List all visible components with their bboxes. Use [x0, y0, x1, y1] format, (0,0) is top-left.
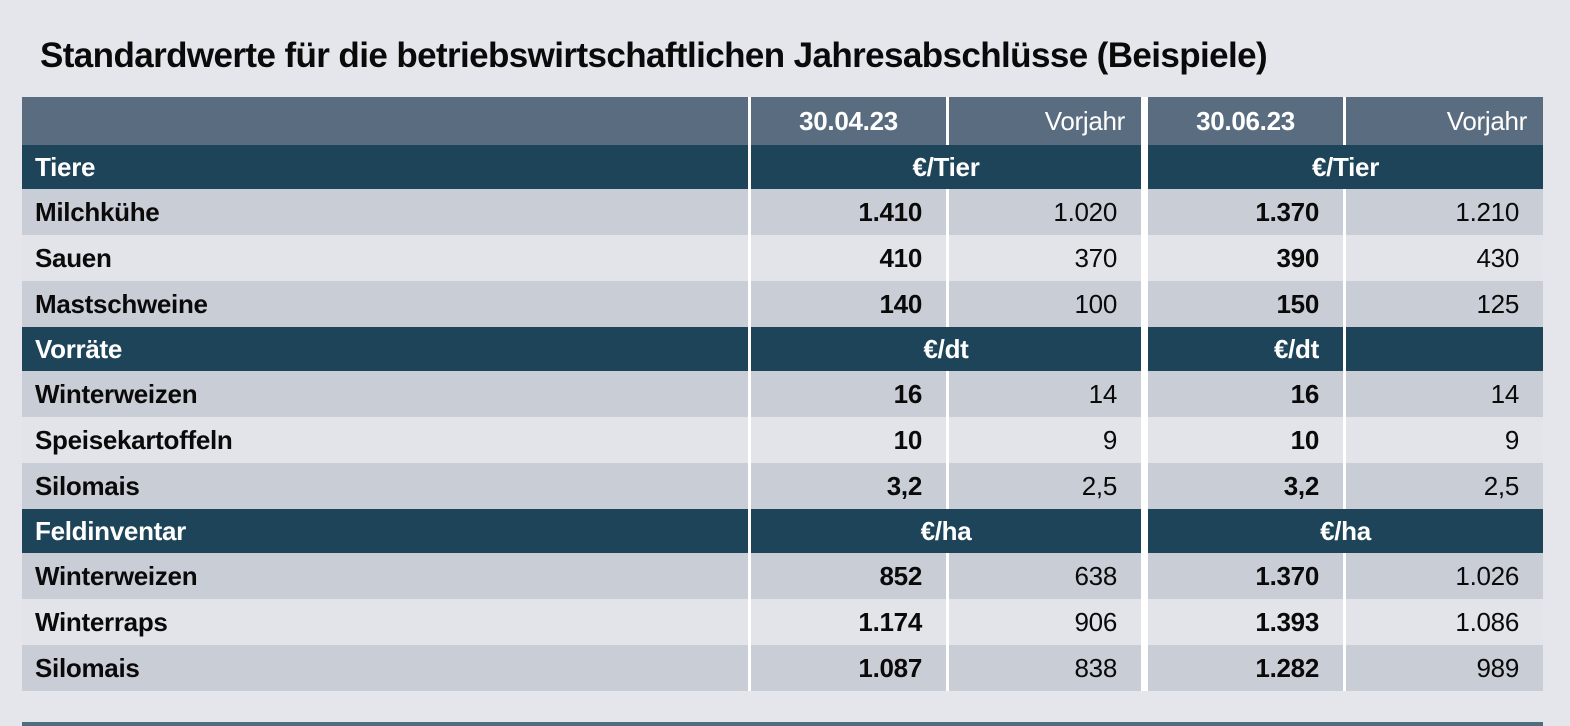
table-row-winterweizen-feld: Winterweizen 852 638 1.370 1.026 [22, 553, 1543, 599]
section-row-tiere: Tiere €/Tier €/Tier [22, 145, 1543, 189]
value-cell: 1.174 [751, 599, 946, 645]
table-row-winterraps: Winterraps 1.174 906 1.393 1.086 [22, 599, 1543, 645]
unit-cell: €/ha [1148, 509, 1543, 553]
row-label: Milchkühe [22, 189, 748, 235]
value-cell: 1.020 [949, 189, 1141, 235]
value-cell: 14 [949, 371, 1141, 417]
value-cell: 1.026 [1346, 553, 1543, 599]
section-row-vorraete: Vorräte €/dt €/dt [22, 327, 1543, 371]
value-cell: 1.087 [751, 645, 946, 691]
value-cell: 1.393 [1148, 599, 1343, 645]
unit-empty-cell [1346, 327, 1543, 371]
header-empty-cell [22, 97, 748, 145]
header-date-2: 30.06.23 [1148, 97, 1343, 145]
value-cell: 100 [949, 281, 1141, 327]
row-label: Speisekartoffeln [22, 417, 748, 463]
section-title: Feldinventar [22, 509, 748, 553]
value-cell: 16 [1148, 371, 1343, 417]
value-cell: 14 [1346, 371, 1543, 417]
section-row-feldinventar: Feldinventar €/ha €/ha [22, 509, 1543, 553]
value-cell: 2,5 [949, 463, 1141, 509]
table-row-milchkuehe: Milchkühe 1.410 1.020 1.370 1.210 [22, 189, 1543, 235]
row-label: Winterweizen [22, 553, 748, 599]
value-cell: 989 [1346, 645, 1543, 691]
value-cell: 1.370 [1148, 553, 1343, 599]
unit-cell: €/dt [751, 327, 1141, 371]
section-title: Tiere [22, 145, 748, 189]
header-vorjahr-2: Vorjahr [1346, 97, 1543, 145]
next-table-edge [22, 722, 1543, 726]
unit-cell: €/Tier [1148, 145, 1543, 189]
value-cell: 410 [751, 235, 946, 281]
value-cell: 9 [1346, 417, 1543, 463]
table-row-winterweizen-vorraete: Winterweizen 16 14 16 14 [22, 371, 1543, 417]
section-title: Vorräte [22, 327, 748, 371]
standards-table: 30.04.23 Vorjahr 30.06.23 Vorjahr Tiere … [22, 97, 1543, 691]
table-row-silomais-feld: Silomais 1.087 838 1.282 989 [22, 645, 1543, 691]
value-cell: 125 [1346, 281, 1543, 327]
value-cell: 10 [751, 417, 946, 463]
value-cell: 1.370 [1148, 189, 1343, 235]
value-cell: 16 [751, 371, 946, 417]
row-label: Silomais [22, 463, 748, 509]
value-cell: 838 [949, 645, 1141, 691]
value-cell: 3,2 [1148, 463, 1343, 509]
row-label: Winterweizen [22, 371, 748, 417]
value-cell: 140 [751, 281, 946, 327]
table-row-silomais-vorraete: Silomais 3,2 2,5 3,2 2,5 [22, 463, 1543, 509]
unit-cell: €/ha [751, 509, 1141, 553]
row-label: Winterraps [22, 599, 748, 645]
table-row-speisekartoffeln: Speisekartoffeln 10 9 10 9 [22, 417, 1543, 463]
value-cell: 906 [949, 599, 1141, 645]
value-cell: 150 [1148, 281, 1343, 327]
header-date-1: 30.04.23 [751, 97, 946, 145]
table-row-mastschweine: Mastschweine 140 100 150 125 [22, 281, 1543, 327]
table-row-sauen: Sauen 410 370 390 430 [22, 235, 1543, 281]
value-cell: 638 [949, 553, 1141, 599]
value-cell: 370 [949, 235, 1141, 281]
value-cell: 9 [949, 417, 1141, 463]
value-cell: 1.210 [1346, 189, 1543, 235]
header-vorjahr-1: Vorjahr [949, 97, 1141, 145]
unit-cell: €/dt [1148, 327, 1343, 371]
row-label: Silomais [22, 645, 748, 691]
value-cell: 1.086 [1346, 599, 1543, 645]
page-title: Standardwerte für die betriebswirtschaft… [40, 36, 1268, 75]
value-cell: 1.282 [1148, 645, 1343, 691]
row-label: Sauen [22, 235, 748, 281]
value-cell: 852 [751, 553, 946, 599]
value-cell: 430 [1346, 235, 1543, 281]
unit-cell: €/Tier [751, 145, 1141, 189]
value-cell: 2,5 [1346, 463, 1543, 509]
value-cell: 3,2 [751, 463, 946, 509]
table-header-row: 30.04.23 Vorjahr 30.06.23 Vorjahr [22, 97, 1543, 145]
row-label: Mastschweine [22, 281, 748, 327]
value-cell: 390 [1148, 235, 1343, 281]
value-cell: 10 [1148, 417, 1343, 463]
value-cell: 1.410 [751, 189, 946, 235]
